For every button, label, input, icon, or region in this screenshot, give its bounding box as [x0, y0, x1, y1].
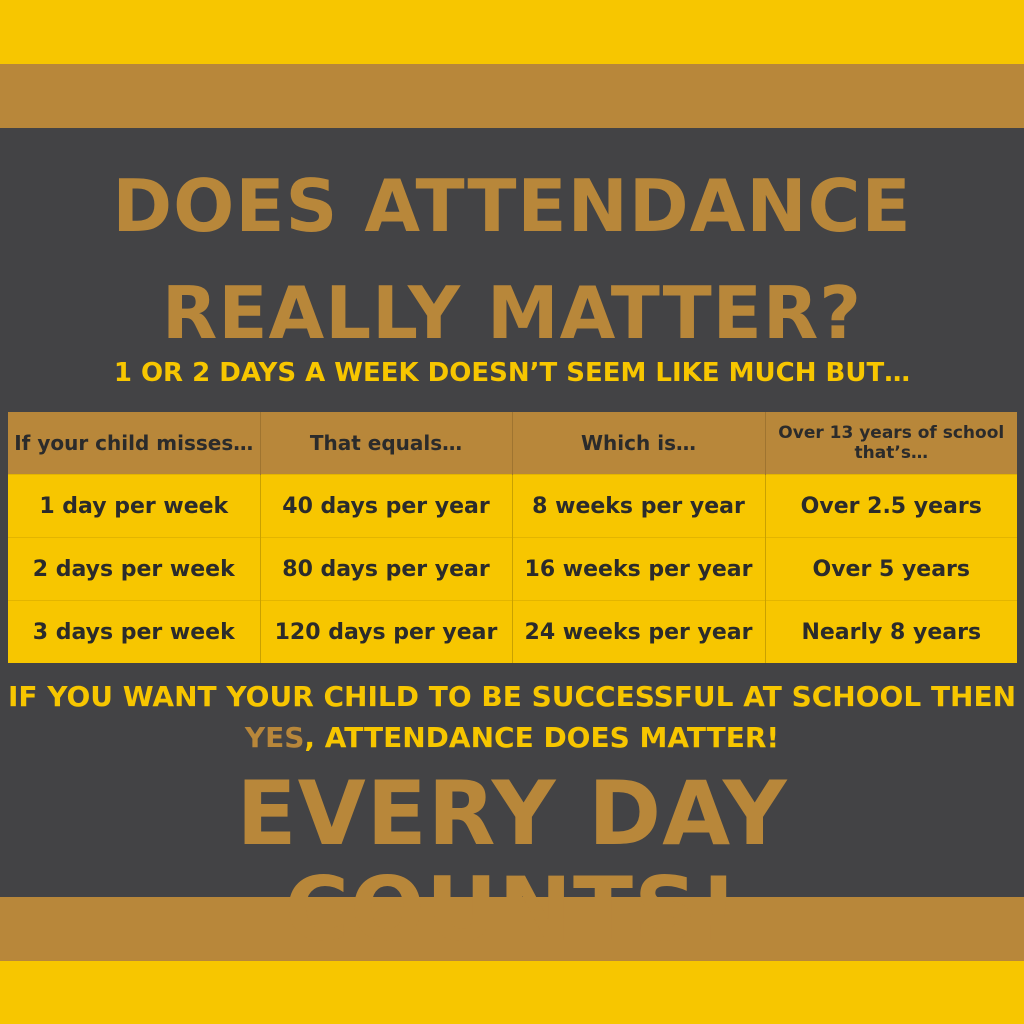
top-gold-band: [0, 64, 1024, 128]
table-row: 2 days per week 80 days per year 16 week…: [8, 537, 1017, 601]
table-cell: 1 day per week: [8, 474, 261, 538]
table-cell: 80 days per year: [260, 537, 513, 601]
headline-line-1: DOES ATTENDANCE: [112, 164, 912, 248]
yes-word: YES: [244, 721, 305, 754]
table-cell: Over 5 years: [765, 537, 1017, 601]
headline-line-2: REALLY MATTER?: [161, 271, 863, 355]
header-cell-over-13-years: Over 13 years of school that’s…: [765, 412, 1017, 475]
header-cell-which-is: Which is…: [512, 412, 766, 475]
motto: EVERY DAY COUNTS!: [236, 762, 788, 961]
table-cell: 3 days per week: [8, 600, 261, 663]
attendance-table: If your child misses… That equals… Which…: [8, 412, 1017, 663]
table-cell: Over 2.5 years: [765, 474, 1017, 538]
table-header-row: If your child misses… That equals… Which…: [8, 412, 1017, 475]
closing-line-2: YES, ATTENDANCE DOES MATTER!: [0, 718, 1024, 758]
bottom-yellow-band: [0, 961, 1024, 1024]
table-cell: 120 days per year: [260, 600, 513, 663]
table-cell: 8 weeks per year: [512, 474, 766, 538]
table-cell: Nearly 8 years: [765, 600, 1017, 663]
closing-line-2-rest: , ATTENDANCE DOES MATTER!: [304, 721, 780, 754]
header-cell-misses: If your child misses…: [8, 412, 261, 475]
bottom-gold-band: [0, 897, 1024, 961]
top-yellow-band: [0, 0, 1024, 64]
closing-line-1: IF YOU WANT YOUR CHILD TO BE SUCCESSFUL …: [7, 680, 1017, 713]
table-cell: 2 days per week: [8, 537, 261, 601]
table-cell: 16 weeks per year: [512, 537, 766, 601]
header-cell-equals: That equals…: [260, 412, 513, 475]
table-row: 1 day per week 40 days per year 8 weeks …: [8, 474, 1017, 538]
table-cell: 24 weeks per year: [512, 600, 766, 663]
table-row: 3 days per week 120 days per year 24 wee…: [8, 600, 1017, 663]
subtitle: 1 OR 2 DAYS A WEEK DOESN’T SEEM LIKE MUC…: [113, 358, 911, 388]
table-cell: 40 days per year: [260, 474, 513, 538]
